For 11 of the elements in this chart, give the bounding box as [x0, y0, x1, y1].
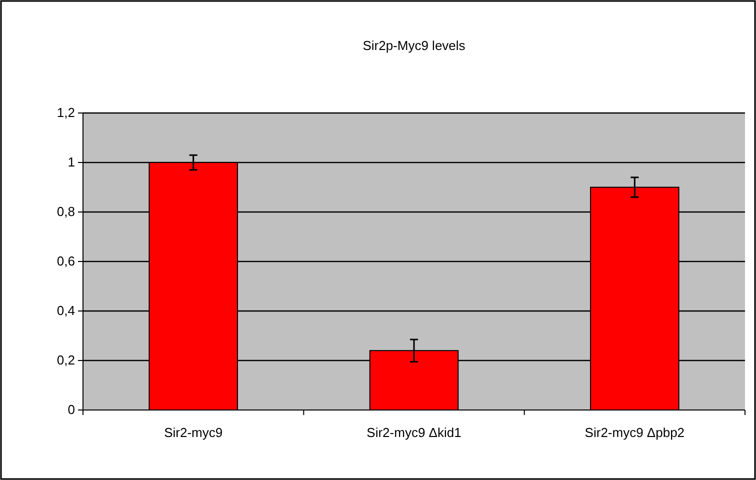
y-tick-label: 0,6 [56, 254, 75, 269]
y-tick-label: 1 [68, 154, 75, 170]
y-tick-label: 0,2 [56, 352, 75, 368]
chart-title: Sir2p-Myc9 levels [362, 38, 466, 53]
x-tick-label: Sir2-myc9 Δpbp2 [584, 425, 685, 440]
y-tick-label: 0,8 [56, 204, 75, 220]
y-tick-label: 0,4 [56, 303, 75, 318]
x-tick-label: Sir2-myc9 Δkid1 [366, 425, 462, 440]
y-tick-label: 0 [68, 402, 75, 418]
x-tick-label: Sir2-myc9 [164, 425, 223, 440]
y-tick-label: 1,2 [56, 105, 75, 120]
